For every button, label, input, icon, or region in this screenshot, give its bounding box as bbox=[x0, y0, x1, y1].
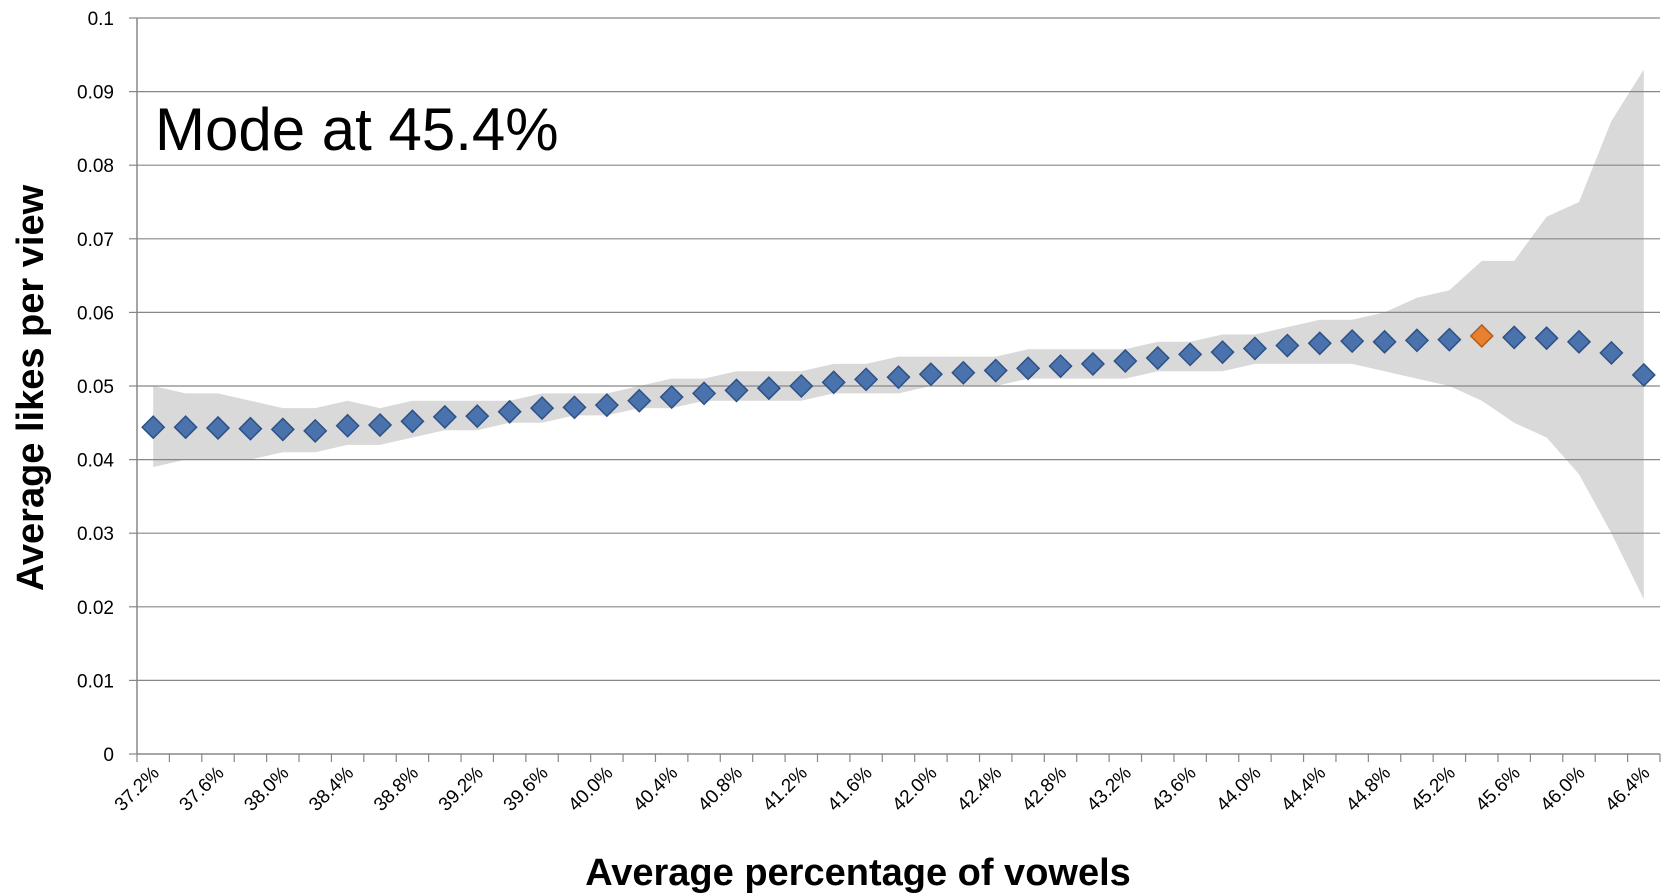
x-tick-label: 39.2% bbox=[435, 763, 488, 816]
data-point bbox=[562, 395, 587, 420]
axes bbox=[136, 18, 1661, 762]
data-point bbox=[789, 373, 814, 399]
x-tick-label: 38.4% bbox=[305, 763, 358, 816]
data-point bbox=[951, 360, 976, 385]
data-point bbox=[1340, 329, 1365, 354]
data-point bbox=[724, 378, 749, 403]
y-tick-label: 0.06 bbox=[77, 303, 114, 324]
data-point bbox=[238, 416, 263, 441]
x-tick-label: 46.4% bbox=[1601, 763, 1654, 816]
x-tick-label: 37.6% bbox=[176, 763, 229, 816]
data-point bbox=[1178, 342, 1203, 367]
y-tick-label: 0.02 bbox=[77, 598, 114, 619]
x-tick-label: 43.2% bbox=[1083, 763, 1136, 816]
data-point bbox=[627, 388, 652, 413]
data-point bbox=[821, 370, 846, 395]
x-tick-label: 39.6% bbox=[500, 763, 553, 816]
x-tick-label: 42.0% bbox=[888, 763, 941, 816]
y-tick-label: 0 bbox=[103, 745, 114, 766]
confidence-band bbox=[153, 69, 1644, 600]
data-point bbox=[465, 404, 490, 429]
data-point bbox=[1599, 340, 1624, 365]
data-point bbox=[303, 418, 328, 443]
data-point bbox=[886, 365, 911, 390]
data-point bbox=[497, 399, 522, 424]
data-point bbox=[1404, 328, 1430, 353]
data-point bbox=[367, 412, 393, 438]
data-point-mode bbox=[1469, 323, 1494, 349]
data-point bbox=[335, 413, 360, 438]
data-point bbox=[1502, 325, 1527, 350]
data-point bbox=[432, 404, 457, 429]
x-tick-label: 38.0% bbox=[240, 763, 293, 816]
y-tick-label: 0.1 bbox=[88, 9, 114, 30]
x-tick-label: 45.2% bbox=[1407, 763, 1460, 816]
y-tick-label: 0.01 bbox=[77, 671, 114, 692]
data-point bbox=[1275, 333, 1300, 358]
x-tick-label: 37.2% bbox=[111, 763, 164, 816]
y-tick-labels: 0 0.01 0.02 0.03 0.04 0.05 0.06 0.07 0.08 0.09 0.1 bbox=[77, 9, 114, 766]
x-tick-label: 38.8% bbox=[370, 763, 423, 816]
y-tick-label: 0.03 bbox=[77, 524, 114, 545]
x-tick-label: 40.0% bbox=[564, 763, 617, 816]
y-tick-label: 0.04 bbox=[77, 451, 114, 472]
mode-annotation: Mode at 45.4% bbox=[155, 96, 559, 163]
data-point bbox=[400, 409, 425, 434]
x-tick-label: 43.6% bbox=[1148, 763, 1201, 816]
data-point bbox=[594, 393, 619, 418]
x-tick-label: 45.6% bbox=[1472, 763, 1525, 816]
x-tick-label: 42.4% bbox=[953, 763, 1006, 816]
data-point bbox=[1080, 351, 1105, 376]
data-point bbox=[1145, 345, 1170, 371]
data-point bbox=[983, 358, 1008, 383]
data-point bbox=[918, 362, 943, 387]
band-area bbox=[153, 69, 1644, 600]
data-point bbox=[1372, 329, 1397, 354]
x-tick-label: 44.4% bbox=[1277, 763, 1330, 816]
x-tick-label: 44.0% bbox=[1213, 763, 1266, 816]
data-point bbox=[141, 415, 166, 440]
data-point bbox=[529, 396, 555, 421]
data-point bbox=[270, 417, 295, 442]
x-tick-label: 40.8% bbox=[694, 763, 747, 816]
x-tick-label: 41.6% bbox=[824, 763, 877, 816]
data-points bbox=[141, 323, 1656, 443]
data-point bbox=[205, 415, 231, 441]
data-point bbox=[1437, 327, 1462, 352]
data-point bbox=[1210, 340, 1235, 365]
data-point bbox=[173, 415, 198, 440]
data-point bbox=[1307, 331, 1332, 356]
data-point bbox=[1534, 326, 1559, 351]
data-point bbox=[1113, 348, 1138, 374]
data-point bbox=[854, 367, 879, 392]
data-point bbox=[1016, 356, 1041, 381]
data-point bbox=[1048, 354, 1073, 379]
x-axis-title: Average percentage of vowels bbox=[585, 852, 1131, 894]
y-tick-label: 0.07 bbox=[77, 230, 114, 251]
x-tick-label: 44.8% bbox=[1342, 763, 1395, 816]
y-tick-label: 0.05 bbox=[77, 377, 114, 398]
x-tick-labels: 37.2% 37.6% 38.0% 38.4% 38.8% 39.2% 39.6% 40.0%… bbox=[111, 763, 1655, 816]
y-tick-label: 0.08 bbox=[77, 156, 114, 177]
x-tick-label: 42.8% bbox=[1018, 763, 1071, 816]
y-tick-label: 0.09 bbox=[77, 83, 114, 104]
data-point bbox=[1566, 329, 1592, 354]
data-point bbox=[659, 384, 684, 410]
data-point bbox=[1242, 336, 1268, 361]
x-tick-label: 41.2% bbox=[759, 763, 812, 816]
data-point bbox=[1631, 362, 1656, 388]
data-point bbox=[756, 376, 781, 401]
x-tick-label: 46.0% bbox=[1537, 763, 1590, 816]
x-tick-label: 40.4% bbox=[629, 763, 682, 816]
y-axis-title: Average likes per view bbox=[10, 184, 52, 591]
data-point bbox=[692, 381, 717, 406]
